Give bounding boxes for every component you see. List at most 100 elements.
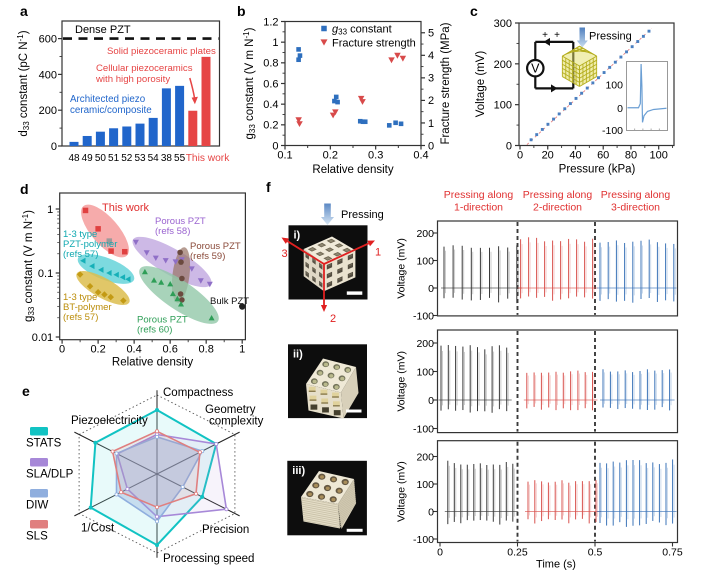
svg-text:51: 51 [108, 153, 120, 164]
svg-text:BT-polymer: BT-polymer [63, 302, 112, 313]
svg-text:(refs 59): (refs 59) [190, 251, 225, 262]
svg-text:0.6: 0.6 [263, 78, 278, 90]
svg-text:0.2: 0.2 [90, 344, 105, 356]
svg-text:400: 400 [39, 69, 57, 81]
svg-text:Voltage (mV): Voltage (mV) [475, 51, 487, 118]
svg-text:Compactness: Compactness [163, 387, 234, 399]
svg-text:ceramic/composite: ceramic/composite [70, 105, 152, 116]
svg-text:PZT-polymer: PZT-polymer [63, 239, 117, 250]
svg-text:0.4: 0.4 [263, 99, 278, 111]
svg-text:-100: -100 [413, 534, 434, 546]
svg-text:3: 3 [428, 73, 434, 85]
svg-text:This work: This work [102, 202, 150, 214]
svg-text:0: 0 [517, 150, 523, 162]
svg-text:100: 100 [416, 479, 434, 491]
svg-text:0.2: 0.2 [323, 150, 338, 162]
svg-text:100: 100 [416, 366, 434, 378]
svg-text:Relative density: Relative density [112, 357, 193, 369]
svg-text:1-direction: 1-direction [454, 202, 503, 214]
svg-text:Fracture strength (MPa): Fracture strength (MPa) [440, 22, 452, 144]
svg-text:This work: This work [186, 153, 230, 164]
svg-text:f: f [266, 179, 271, 195]
svg-text:20: 20 [542, 150, 554, 162]
svg-text:-100: -100 [413, 310, 434, 322]
svg-text:38: 38 [161, 153, 173, 164]
svg-text:0: 0 [428, 283, 434, 295]
svg-text:0: 0 [428, 506, 434, 518]
svg-text:2: 2 [330, 313, 336, 325]
svg-text:Pressing: Pressing [589, 31, 632, 43]
svg-text:0: 0 [59, 344, 65, 356]
svg-text:54: 54 [148, 153, 160, 164]
svg-text:Geometry: Geometry [205, 404, 256, 416]
svg-text:0.8: 0.8 [263, 58, 278, 70]
svg-text:0: 0 [428, 395, 434, 407]
svg-text:(refs 57): (refs 57) [63, 249, 98, 260]
svg-text:DIW: DIW [26, 500, 49, 512]
svg-text:0.5: 0.5 [588, 547, 603, 559]
svg-text:e: e [22, 383, 30, 399]
svg-text:5: 5 [428, 28, 434, 40]
svg-text:+: + [542, 30, 548, 41]
svg-text:SLS: SLS [26, 531, 48, 543]
svg-text:1-3 type: 1-3 type [63, 292, 97, 303]
svg-text:2-direction: 2-direction [533, 202, 582, 214]
svg-text:0: 0 [428, 140, 434, 152]
svg-text:Porous PZT: Porous PZT [155, 216, 206, 227]
svg-text:0.25: 0.25 [507, 547, 528, 559]
svg-text:3-direction: 3-direction [611, 202, 660, 214]
svg-text:Pressure (kPa): Pressure (kPa) [559, 164, 636, 176]
svg-text:g33 constant (V m N-1): g33 constant (V m N-1) [242, 27, 257, 139]
svg-text:Precision: Precision [202, 524, 249, 536]
svg-text:0: 0 [506, 141, 512, 153]
svg-text:a: a [20, 3, 28, 19]
svg-text:0.8: 0.8 [199, 344, 214, 356]
svg-text:Pressing: Pressing [341, 209, 384, 221]
svg-text:Fracture strength: Fracture strength [332, 38, 416, 50]
svg-text:200: 200 [416, 228, 434, 240]
svg-text:3: 3 [282, 248, 288, 260]
svg-text:STATS: STATS [26, 438, 62, 450]
svg-text:Porous PZT: Porous PZT [190, 241, 241, 252]
svg-text:55: 55 [174, 153, 186, 164]
svg-text:c: c [470, 3, 478, 19]
svg-text:1-3 type: 1-3 type [63, 229, 97, 240]
svg-text:with high porosity: with high porosity [95, 74, 170, 85]
svg-text:g33 constant: g33 constant [332, 24, 392, 37]
svg-text:Dense PZT: Dense PZT [75, 24, 131, 36]
svg-text:Voltage (mV): Voltage (mV) [396, 351, 408, 412]
svg-text:53: 53 [134, 153, 146, 164]
svg-text:1: 1 [47, 204, 53, 216]
svg-text:Relative density: Relative density [312, 164, 393, 176]
svg-text:0: 0 [617, 103, 623, 115]
svg-text:Solid piezoceramic plates: Solid piezoceramic plates [107, 46, 216, 57]
svg-text:Porous PZT: Porous PZT [137, 315, 188, 326]
svg-text:Bulk PZT: Bulk PZT [210, 296, 249, 307]
svg-text:1: 1 [375, 247, 381, 259]
svg-text:52: 52 [121, 153, 133, 164]
svg-text:600: 600 [39, 34, 57, 46]
svg-text:100: 100 [416, 255, 434, 267]
svg-text:200: 200 [416, 451, 434, 463]
svg-text:d: d [20, 181, 29, 197]
svg-text:48: 48 [68, 153, 80, 164]
svg-text:Pressing along: Pressing along [444, 189, 514, 201]
svg-text:50: 50 [95, 153, 107, 164]
svg-text:100: 100 [605, 80, 623, 92]
svg-text:Pressing along: Pressing along [523, 189, 593, 201]
svg-text:100: 100 [494, 100, 512, 112]
svg-text:-100: -100 [602, 125, 623, 137]
svg-text:i): i) [294, 229, 301, 241]
svg-text:0.1: 0.1 [277, 150, 292, 162]
svg-text:ii): ii) [293, 348, 303, 360]
svg-text:0.01: 0.01 [32, 332, 53, 344]
svg-text:Cellular piezoceramics: Cellular piezoceramics [96, 63, 193, 74]
svg-text:200: 200 [416, 338, 434, 350]
svg-text:1/Cost: 1/Cost [81, 523, 115, 535]
svg-text:200: 200 [39, 105, 57, 117]
svg-text:1.2: 1.2 [263, 16, 278, 28]
svg-text:0.6: 0.6 [163, 344, 178, 356]
svg-text:+: + [554, 30, 560, 41]
svg-text:Pressing along: Pressing along [601, 189, 671, 201]
svg-text:300: 300 [494, 18, 512, 30]
